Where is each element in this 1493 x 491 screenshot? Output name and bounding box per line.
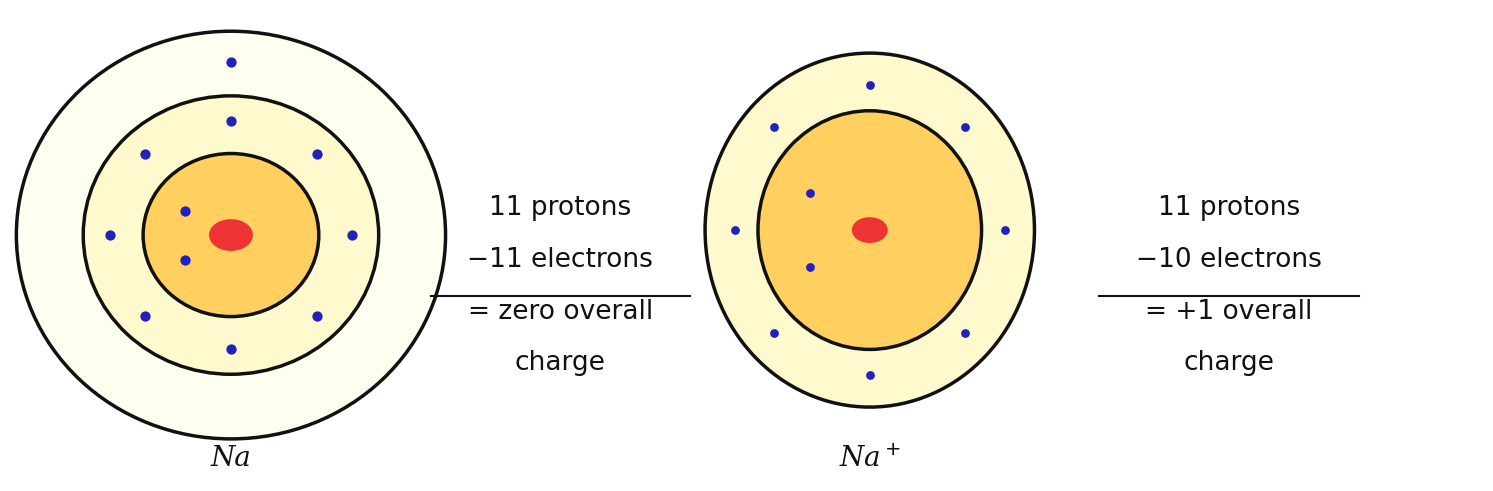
Point	[340, 231, 364, 239]
Point	[723, 226, 746, 234]
Point	[305, 150, 328, 158]
Point	[219, 117, 243, 125]
Point	[99, 231, 122, 239]
Point	[797, 263, 821, 271]
Point	[954, 124, 978, 132]
Ellipse shape	[853, 217, 888, 243]
Ellipse shape	[143, 154, 320, 317]
Point	[954, 329, 978, 337]
Ellipse shape	[209, 219, 252, 251]
Text: −10 electrons: −10 electrons	[1136, 247, 1321, 273]
Point	[133, 312, 157, 320]
Point	[763, 329, 787, 337]
Ellipse shape	[84, 96, 379, 374]
Text: 11 protons: 11 protons	[490, 195, 632, 221]
Text: charge: charge	[1184, 351, 1275, 377]
Point	[858, 81, 882, 89]
Text: Na: Na	[211, 445, 251, 472]
Point	[305, 312, 328, 320]
Point	[133, 150, 157, 158]
Point	[219, 58, 243, 66]
Point	[797, 189, 821, 197]
Point	[173, 207, 197, 215]
Text: −11 electrons: −11 electrons	[467, 247, 654, 273]
Text: Na$^+$: Na$^+$	[839, 445, 900, 473]
Point	[993, 226, 1017, 234]
Text: = zero overall: = zero overall	[467, 299, 652, 325]
Ellipse shape	[16, 31, 445, 439]
Point	[858, 371, 882, 379]
Point	[219, 345, 243, 353]
Text: 11 protons: 11 protons	[1159, 195, 1300, 221]
Text: charge: charge	[515, 351, 606, 377]
Ellipse shape	[758, 111, 981, 350]
Ellipse shape	[705, 53, 1035, 407]
Point	[763, 124, 787, 132]
Point	[173, 256, 197, 264]
Text: = +1 overall: = +1 overall	[1145, 299, 1312, 325]
